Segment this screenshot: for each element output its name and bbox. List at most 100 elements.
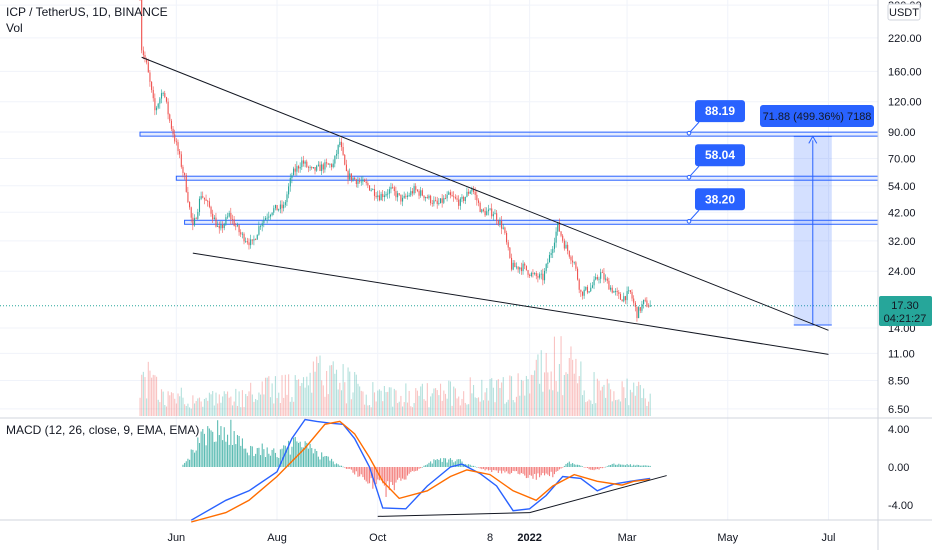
macd-histogram-bar xyxy=(502,467,504,471)
macd-histogram-bar xyxy=(548,467,551,477)
volume-bar xyxy=(421,383,423,416)
candle-body xyxy=(311,166,313,169)
level-label[interactable]: 58.04 xyxy=(705,148,735,162)
symbol-legend[interactable]: ICP / TetherUS, 1D, BINANCE xyxy=(6,5,168,19)
volume-bar xyxy=(182,397,184,416)
macd-histogram-bar xyxy=(402,467,404,479)
volume-bar xyxy=(307,385,310,416)
candle-body xyxy=(543,270,546,281)
macd-histogram-bar xyxy=(217,420,219,467)
macd-trendline[interactable] xyxy=(529,475,667,514)
candle-body xyxy=(340,141,343,147)
volume-bar xyxy=(449,381,451,416)
macd-legend[interactable]: MACD (12, 26, close, 9, EMA, EMA) xyxy=(6,423,199,437)
volume-bar xyxy=(375,401,377,416)
volume-bar xyxy=(215,392,217,416)
level-band[interactable] xyxy=(175,175,879,181)
macd-histogram-bar xyxy=(453,462,455,467)
volume-bar xyxy=(362,391,364,416)
volume-bar xyxy=(258,392,260,416)
macd-histogram-bar xyxy=(406,467,409,476)
macd-histogram-bar xyxy=(454,461,456,467)
volume-bar xyxy=(588,399,590,416)
macd-histogram-bar xyxy=(302,447,305,467)
level-anchor[interactable] xyxy=(686,174,692,180)
volume-bar xyxy=(595,403,597,416)
candle-body xyxy=(542,273,544,281)
level-band[interactable] xyxy=(184,219,879,225)
volume-bar xyxy=(578,376,580,416)
volume-legend[interactable]: Vol xyxy=(6,21,23,35)
macd-histogram-bar xyxy=(263,449,265,467)
macd-histogram-bar xyxy=(471,465,473,467)
macd-histogram-bar xyxy=(542,467,544,474)
macd-histogram-bar xyxy=(644,465,646,467)
macd-axis[interactable]: 4.00 0.00 -4.00 xyxy=(888,424,913,512)
level-anchor[interactable] xyxy=(686,218,692,224)
volume-bar xyxy=(423,399,425,416)
target-label[interactable]: 71.88 (499.36%) 7188 xyxy=(763,111,872,123)
candle-body xyxy=(218,225,220,229)
volume-bar xyxy=(530,374,532,416)
macd-pane[interactable] xyxy=(182,418,667,523)
volume-bar xyxy=(349,371,351,416)
volume-bar xyxy=(286,394,288,416)
level-label[interactable]: 88.19 xyxy=(705,104,735,118)
trendline[interactable] xyxy=(141,56,829,331)
macd-histogram-bar xyxy=(246,452,248,467)
candle-body xyxy=(157,103,159,108)
volume-bar xyxy=(486,388,488,416)
candle-body xyxy=(251,239,253,241)
candle-body xyxy=(610,287,612,290)
macd-histogram-bar xyxy=(192,449,194,467)
candle-body xyxy=(626,291,628,301)
level-band[interactable] xyxy=(139,131,879,137)
level-label[interactable]: 38.20 xyxy=(705,192,735,206)
macd-histogram-bar xyxy=(438,459,440,467)
volume-bar xyxy=(626,378,628,416)
macd-histogram-bar xyxy=(291,446,293,467)
macd-histogram-bar xyxy=(301,447,303,467)
volume-bar xyxy=(507,399,509,416)
macd-histogram-bar xyxy=(284,445,286,467)
time-axis[interactable]: Jun Aug Oct 8 2022 Mar May Jul xyxy=(167,532,835,544)
candle-body xyxy=(142,50,144,56)
candle-body xyxy=(522,263,524,272)
current-price-badge[interactable]: 17.30 04:21:27 xyxy=(879,296,932,326)
target-projection[interactable]: 71.88 (499.36%) 7188 xyxy=(760,105,874,326)
volume-bar xyxy=(502,377,504,416)
price-pane[interactable]: 88.19 58.04 38.20 71.88 (499.36%) 7188 xyxy=(0,0,879,520)
macd-histogram-bar xyxy=(489,467,491,470)
volume-bar xyxy=(425,400,427,416)
volume-bar xyxy=(383,386,385,416)
trendline[interactable] xyxy=(192,252,829,355)
macd-histogram-bar xyxy=(633,464,635,467)
macd-histogram-bar xyxy=(591,467,593,470)
volume-bar xyxy=(273,403,275,416)
candle-body xyxy=(492,214,494,217)
volume-bar xyxy=(354,372,356,416)
macd-histogram-bar xyxy=(269,455,272,467)
macd-histogram-bar xyxy=(491,467,493,473)
horizontal-levels[interactable]: 88.19 58.04 38.20 xyxy=(139,100,879,225)
candle-body xyxy=(317,164,319,166)
macd-trendlines[interactable] xyxy=(377,475,667,517)
macd-histogram-bar xyxy=(388,467,390,491)
candle-body xyxy=(433,200,435,204)
candle-body xyxy=(286,194,288,203)
level-anchor[interactable] xyxy=(686,130,692,136)
volume-bar xyxy=(225,393,227,416)
volume-bar xyxy=(368,405,371,416)
volume-bar xyxy=(560,336,562,416)
trendlines[interactable] xyxy=(141,56,829,355)
currency-button[interactable]: USDT xyxy=(887,3,921,21)
macd-trendline[interactable] xyxy=(377,512,530,517)
macd-histogram-bar xyxy=(319,459,321,467)
volume-bar xyxy=(646,405,648,416)
volume-bar xyxy=(497,379,499,416)
candle-body xyxy=(443,198,445,203)
macd-histogram-bar xyxy=(514,467,516,472)
macd-histogram-bar xyxy=(332,461,334,467)
volume-bar xyxy=(547,372,549,416)
